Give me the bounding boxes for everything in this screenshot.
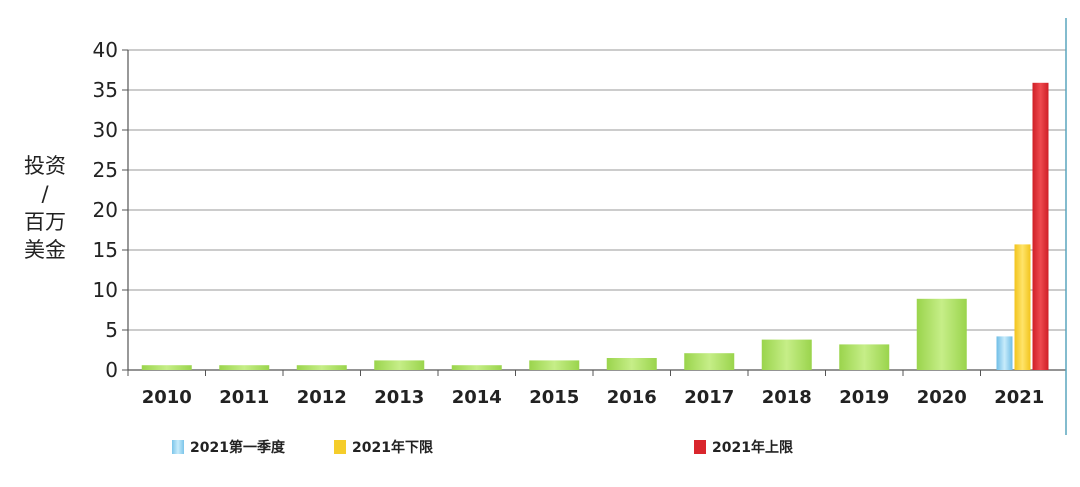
y-tick-label-40: 40	[93, 38, 118, 62]
y-axis-label: 投资 / 百万 美金	[16, 152, 74, 264]
bar-2014	[451, 365, 502, 370]
bar-2015	[529, 360, 580, 370]
y-axis-label-line-1: 投资	[24, 154, 66, 178]
y-tick-label-0: 0	[105, 358, 118, 382]
y-axis-label-line-3: 百万	[24, 210, 66, 234]
bar-2021-lower	[1014, 244, 1031, 370]
bar-2010	[141, 365, 192, 370]
bar-2018	[761, 339, 812, 370]
y-tick-label-35: 35	[93, 78, 118, 102]
legend-swatch-lower	[334, 440, 346, 454]
y-axis-label-line-4: 美金	[24, 238, 66, 262]
bar-2021-upper	[1032, 82, 1049, 371]
y-axis-label-line-2: /	[41, 182, 49, 206]
bar-2017	[684, 353, 735, 370]
x-tick-label-2019: 2019	[839, 387, 889, 408]
bar-2012	[296, 365, 347, 370]
bar-2020	[916, 298, 967, 370]
x-tick-label-2018: 2018	[762, 387, 812, 408]
x-tick-label-2012: 2012	[297, 387, 347, 408]
y-tick-label-30: 30	[93, 118, 118, 142]
y-tick-label-15: 15	[93, 238, 118, 262]
x-tick-label-2020: 2020	[917, 387, 967, 408]
y-tick-label-10: 10	[93, 278, 118, 302]
y-tick-label-20: 20	[93, 198, 118, 222]
bar-2021-q1	[996, 336, 1013, 370]
legend-item-lower: 2021年下限	[334, 436, 433, 458]
x-tick-label-2014: 2014	[452, 387, 502, 408]
y-tick-label-5: 5	[105, 318, 118, 342]
x-tick-label-2016: 2016	[607, 387, 657, 408]
x-tick-label-2017: 2017	[684, 387, 734, 408]
x-tick-label-2013: 2013	[374, 387, 424, 408]
bar-2019	[839, 344, 890, 370]
legend-swatch-q1	[172, 440, 184, 454]
legend-swatch-upper	[694, 440, 706, 454]
bar-2011	[219, 365, 270, 370]
legend-item-q1: 2021第一季度	[172, 436, 285, 458]
bar-2016	[606, 358, 657, 370]
legend-item-upper: 2021年上限	[694, 436, 793, 458]
legend-label-lower: 2021年下限	[352, 440, 433, 456]
legend-label-q1: 2021第一季度	[190, 440, 285, 456]
bar-2013	[374, 360, 425, 370]
legend-label-upper: 2021年上限	[712, 440, 793, 456]
x-tick-label-2010: 2010	[142, 387, 192, 408]
y-tick-label-25: 25	[93, 158, 118, 182]
x-tick-label-2021: 2021	[994, 387, 1044, 408]
x-tick-label-2011: 2011	[219, 387, 269, 408]
x-tick-label-2015: 2015	[529, 387, 579, 408]
